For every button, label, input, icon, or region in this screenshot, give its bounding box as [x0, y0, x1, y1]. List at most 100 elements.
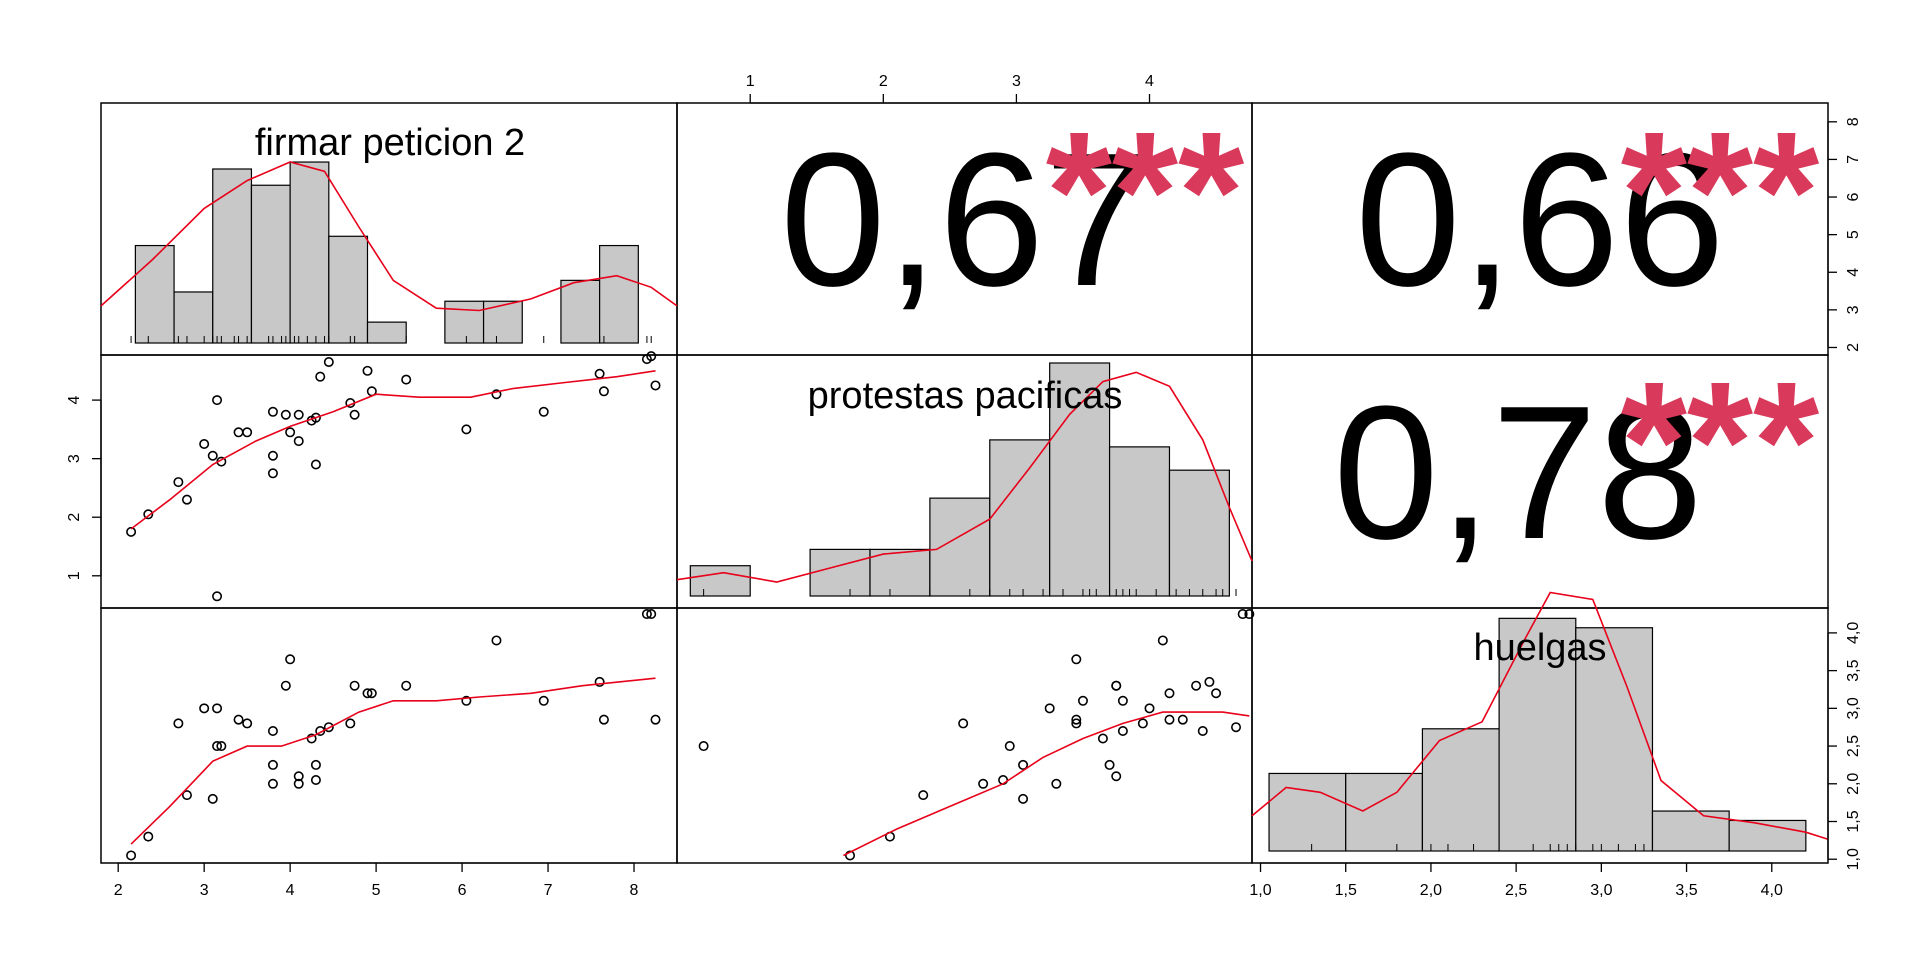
y-axis-firmar-right-tick-label-2: 4: [1845, 268, 1862, 277]
point-huelgas-vs-firmar-23: [345, 718, 356, 729]
x-axis-huelgas-bottom-tick-label-2: 2,0: [1420, 882, 1442, 899]
hist-bar-huelgas-0: [1268, 772, 1347, 852]
point-huelgas-vs-protestas-22: [1231, 722, 1242, 733]
point-huelgas-vs-firmar-27: [401, 680, 412, 691]
point-huelgas-vs-firmar-30: [538, 695, 549, 706]
point-huelgas-vs-firmar-34: [646, 609, 657, 620]
point-protestas-vs-firmar-5: [207, 450, 218, 461]
point-huelgas-vs-protestas-16: [1111, 771, 1122, 782]
point-huelgas-vs-protestas-18: [1097, 733, 1108, 744]
hist-bar-firmar-6: [366, 321, 407, 344]
hist-bar-firmar-5: [328, 235, 369, 344]
point-protestas-vs-firmar-15: [285, 427, 296, 438]
corr-value-firmar-huelgas: 0,66: [1355, 114, 1725, 326]
x-axis-huelgas-bottom-tick-label-6: 4,0: [1761, 882, 1783, 899]
x-axis-firmar-bottom-tick-label-5: 7: [544, 882, 553, 899]
y-axis-firmar-right-tick-label-0: 2: [1845, 343, 1862, 352]
corr-stars-protestas-huelgas: ***: [1621, 347, 1819, 537]
point-protestas-vs-firmar-6: [212, 395, 223, 406]
point-huelgas-vs-protestas-28: [1077, 695, 1088, 706]
corr-stars-firmar-huelgas: ***: [1621, 97, 1819, 287]
hist-bar-firmar-11: [560, 279, 601, 344]
point-protestas-vs-firmar-3: [181, 494, 192, 505]
density-curve-huelgas: [1251, 591, 1829, 841]
hist-bar-huelgas-2: [1421, 728, 1500, 852]
point-huelgas-vs-firmar-11: [267, 725, 278, 736]
x-axis-firmar-bottom-tick-label-3: 5: [372, 882, 381, 899]
point-huelgas-vs-firmar-2: [173, 718, 184, 729]
point-protestas-vs-firmar-21: [315, 371, 326, 382]
y-axis-firmar-right-tick-label-3: 5: [1845, 230, 1862, 239]
y-axis-protestas-left-tick-label-3: 4: [66, 396, 83, 405]
x-axis-firmar-bottom-tick-label-6: 8: [630, 882, 639, 899]
point-huelgas-vs-firmar-32: [598, 714, 609, 725]
var-name-firmar-peticion: firmar peticion 2: [255, 122, 525, 164]
y-axis-huelgas-right-tick-label-0: 1,0: [1845, 848, 1862, 870]
x-axis-huelgas-bottom-tick-label-0: 1,0: [1249, 882, 1271, 899]
point-huelgas-vs-protestas-15: [1071, 654, 1082, 665]
corr-stars-firmar-protestas: ***: [1046, 97, 1244, 287]
hist-bar-protestas-3: [869, 548, 931, 597]
point-huelgas-vs-firmar-7: [212, 741, 223, 752]
y-axis-firmar-right-tick-label-1: 3: [1845, 305, 1862, 314]
x-axis-huelgas-bottom-tick-label-4: 3,0: [1590, 882, 1612, 899]
point-huelgas-vs-firmar-3: [181, 790, 192, 801]
density-curve-protestas: [676, 371, 1253, 583]
point-huelgas-vs-protestas-27: [1191, 680, 1202, 691]
x-axis-huelgas-bottom-tick-label-5: 3,5: [1675, 882, 1697, 899]
hist-bar-firmar-0: [134, 244, 175, 344]
point-huelgas-vs-protestas-6: [1144, 703, 1155, 714]
point-protestas-vs-firmar-11: [267, 406, 278, 417]
smooth-curve-protestas-vs-firmar: [130, 370, 656, 530]
point-protestas-vs-firmar-14: [280, 409, 291, 420]
hist-bar-protestas-4: [929, 497, 991, 597]
x-axis-protestas-top-tick-label-2: 3: [1012, 73, 1021, 90]
point-huelgas-vs-protestas-29: [1157, 635, 1168, 646]
scatter-points: [126, 351, 1255, 861]
x-axis-huelgas-bottom-tick-label-1: 1,5: [1335, 882, 1357, 899]
point-huelgas-vs-protestas-34: [1244, 609, 1255, 620]
hist-bar-protestas-0: [689, 565, 751, 597]
point-huelgas-vs-protestas-23: [1137, 718, 1148, 729]
point-protestas-vs-firmar-34: [646, 351, 657, 362]
point-protestas-vs-firmar-17: [293, 436, 304, 447]
point-protestas-vs-firmar-12: [267, 450, 278, 461]
point-protestas-vs-firmar-4: [199, 439, 210, 450]
point-huelgas-vs-firmar-19: [310, 759, 321, 770]
density-curves: [100, 161, 1829, 841]
point-huelgas-vs-protestas-11: [1117, 725, 1128, 736]
x-axis-protestas-top-tick-label-3: 4: [1145, 73, 1154, 90]
rug-marks: [130, 336, 1645, 851]
y-axis-huelgas-right-tick-label-5: 3,5: [1845, 659, 1862, 681]
point-huelgas-vs-protestas-2: [958, 718, 969, 729]
point-huelgas-vs-firmar-16: [293, 771, 304, 782]
point-huelgas-vs-protestas-21: [1197, 725, 1208, 736]
point-huelgas-vs-firmar-20: [310, 775, 321, 786]
point-huelgas-vs-firmar-28: [461, 695, 472, 706]
point-protestas-vs-firmar-7: [212, 591, 223, 602]
x-axis-protestas-top-tick-label-1: 2: [879, 73, 888, 90]
x-axis-firmar-bottom-tick-label-4: 6: [458, 882, 467, 899]
point-huelgas-vs-firmar-24: [349, 680, 360, 691]
point-huelgas-vs-protestas-31: [1204, 676, 1215, 687]
x-axis-protestas-top-tick-label-0: 1: [746, 73, 755, 90]
point-huelgas-vs-firmar-35: [650, 714, 661, 725]
y-axis-firmar-right-tick-label-4: 6: [1845, 192, 1862, 201]
point-protestas-vs-firmar-9: [233, 427, 244, 438]
point-huelgas-vs-protestas-9: [1071, 714, 1082, 725]
point-protestas-vs-firmar-10: [242, 427, 253, 438]
point-huelgas-vs-firmar-4: [199, 703, 210, 714]
smooth-curves: [130, 370, 1250, 857]
point-huelgas-vs-firmar-8: [216, 741, 227, 752]
point-huelgas-vs-protestas-7: [698, 741, 709, 752]
point-huelgas-vs-protestas-10: [1071, 718, 1082, 729]
point-huelgas-vs-firmar-0: [126, 850, 137, 861]
smooth-curve-huelgas-vs-protestas: [843, 711, 1250, 857]
point-protestas-vs-firmar-19: [310, 412, 321, 423]
y-axis-huelgas-right-tick-label-3: 2,5: [1845, 735, 1862, 757]
var-name-protestas-pacificas: protestas pacificas: [808, 375, 1123, 417]
point-protestas-vs-firmar-25: [362, 365, 373, 376]
point-huelgas-vs-firmar-17: [293, 778, 304, 789]
y-axis-huelgas-right-tick-label-4: 3,0: [1845, 697, 1862, 719]
